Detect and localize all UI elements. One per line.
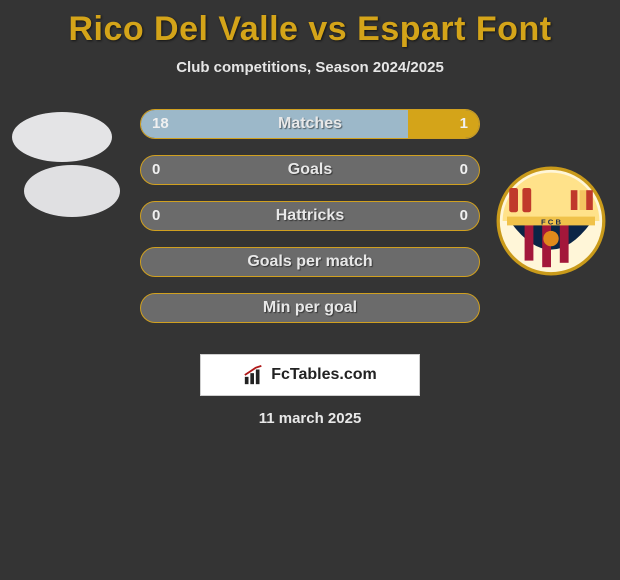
generated-date: 11 march 2025 (0, 410, 620, 427)
stat-bar-track (140, 201, 480, 231)
brand-text: FcTables.com (271, 366, 377, 384)
stat-row: Min per goal (0, 286, 620, 332)
stat-row: Goals per match (0, 240, 620, 286)
season-subtitle: Club competitions, Season 2024/2025 (0, 59, 620, 76)
stat-bar-track (140, 109, 480, 139)
stat-row: Goals00 (0, 148, 620, 194)
stat-value-right: 1 (460, 109, 468, 139)
stat-bar-track (140, 247, 480, 277)
stat-row: Matches181 (0, 102, 620, 148)
stat-value-right: 0 (460, 155, 468, 185)
stat-bar-track (140, 155, 480, 185)
stat-value-left: 0 (152, 155, 160, 185)
comparison-title: Rico Del Valle vs Espart Font (0, 0, 620, 49)
stat-row: Hattricks00 (0, 194, 620, 240)
stat-value-right: 0 (460, 201, 468, 231)
stat-value-left: 18 (152, 109, 169, 139)
bars-icon (243, 364, 265, 386)
stat-bar-left (141, 110, 408, 138)
stat-rows: Matches181Goals00Hattricks00Goals per ma… (0, 102, 620, 332)
brand-watermark: FcTables.com (200, 354, 420, 396)
stat-bar-right (408, 110, 479, 138)
stat-value-left: 0 (152, 201, 160, 231)
stat-bar-track (140, 293, 480, 323)
